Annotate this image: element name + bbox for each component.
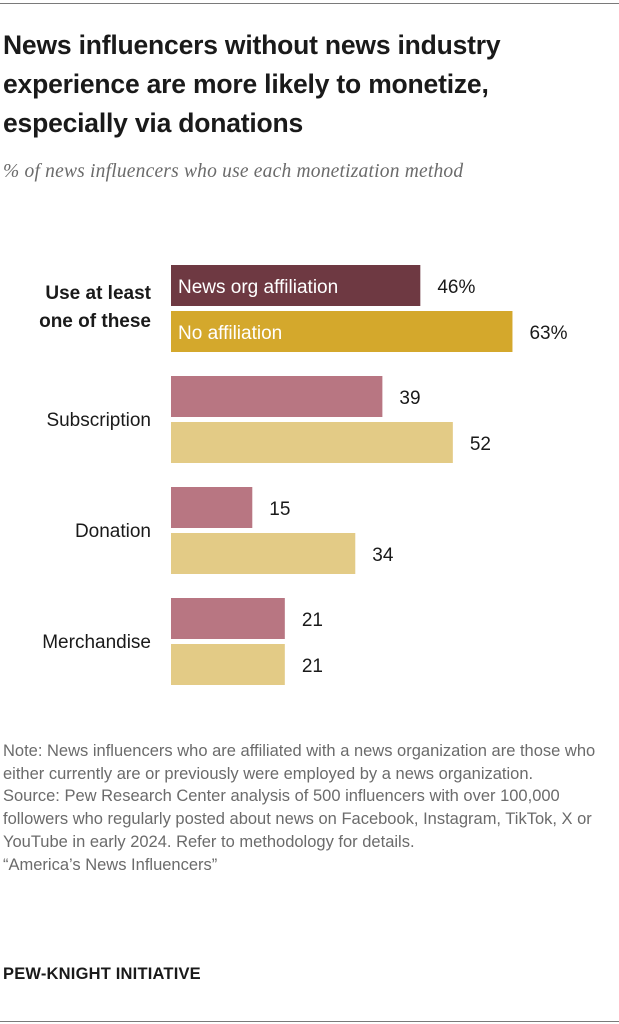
bar (171, 376, 383, 417)
category-label: Use at least one of these (39, 283, 152, 332)
chart-title: News influencers without news industry e… (3, 30, 501, 138)
value-label: 52 (470, 434, 491, 455)
value-label: 46% (437, 277, 475, 298)
bar (171, 265, 421, 306)
chart-notes: Note: News influencers who are affiliate… (3, 740, 613, 876)
category-label: Donation (75, 521, 151, 542)
legend-label: No affiliation (178, 323, 282, 344)
brand-logo-text: PEW-KNIGHT INITIATIVE (3, 965, 201, 983)
value-label: 39 (399, 388, 420, 409)
value-label: 21 (302, 656, 323, 677)
bar (171, 598, 285, 639)
bar (171, 311, 513, 352)
bar (171, 533, 356, 574)
value-label: 63% (529, 323, 567, 344)
value-label: 34 (372, 545, 394, 566)
category-label: Subscription (46, 410, 151, 431)
legend-label: News org affiliation (178, 277, 338, 298)
category-label: Merchandise (42, 632, 151, 653)
bottom-rule (0, 1021, 619, 1022)
note-text: Note: News influencers who are affiliate… (3, 742, 596, 783)
report-title: “America’s News Influencers” (3, 855, 218, 874)
source-text: Source: Pew Research Center analysis of … (3, 787, 592, 851)
top-rule (0, 3, 619, 4)
value-label: 21 (302, 610, 323, 631)
value-label: 15 (269, 499, 290, 520)
chart-subtitle: % of news influencers who use each monet… (3, 161, 464, 182)
bar (171, 422, 453, 463)
bar-chart: Use at least one of these News org affilia… (39, 265, 568, 685)
bar (171, 487, 253, 528)
bar (171, 644, 285, 685)
